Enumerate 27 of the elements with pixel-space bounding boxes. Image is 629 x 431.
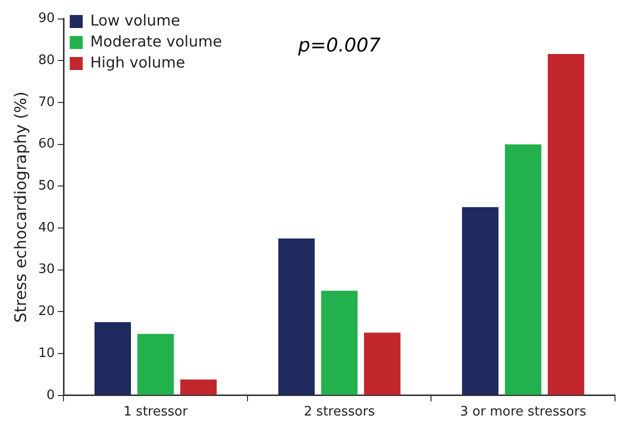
legend-label: High volume <box>90 53 186 72</box>
bar <box>94 322 131 395</box>
bar <box>137 334 174 395</box>
annotation: p=0.007 <box>297 34 381 57</box>
bar <box>321 290 358 395</box>
bar <box>504 144 542 395</box>
x-tick-label: 2 stressors <box>304 404 376 420</box>
legend-label: Moderate volume <box>90 32 222 50</box>
y-tick-label: 30 <box>38 262 55 278</box>
y-tick-label: 0 <box>46 388 55 403</box>
y-axis-title: Stress echocardiography (%) <box>10 92 30 323</box>
bar <box>364 332 400 395</box>
y-tick-label: 80 <box>38 53 55 68</box>
bar <box>278 238 315 395</box>
legend-label: Low volume <box>90 11 180 30</box>
bar <box>462 207 498 395</box>
x-tick-label: 1 stressor <box>124 404 188 420</box>
y-tick-label: 70 <box>38 94 55 110</box>
y-tick-label: 90 <box>38 11 55 26</box>
bar <box>548 54 584 395</box>
x-tick-label: 3 or more stressors <box>460 404 586 420</box>
y-tick-label: 60 <box>38 136 55 152</box>
bar <box>180 380 217 395</box>
y-tick-label: 20 <box>38 304 55 320</box>
y-tick-label: 10 <box>38 346 55 361</box>
y-tick-label: 50 <box>38 178 55 194</box>
y-tick-label: 40 <box>38 220 55 236</box>
